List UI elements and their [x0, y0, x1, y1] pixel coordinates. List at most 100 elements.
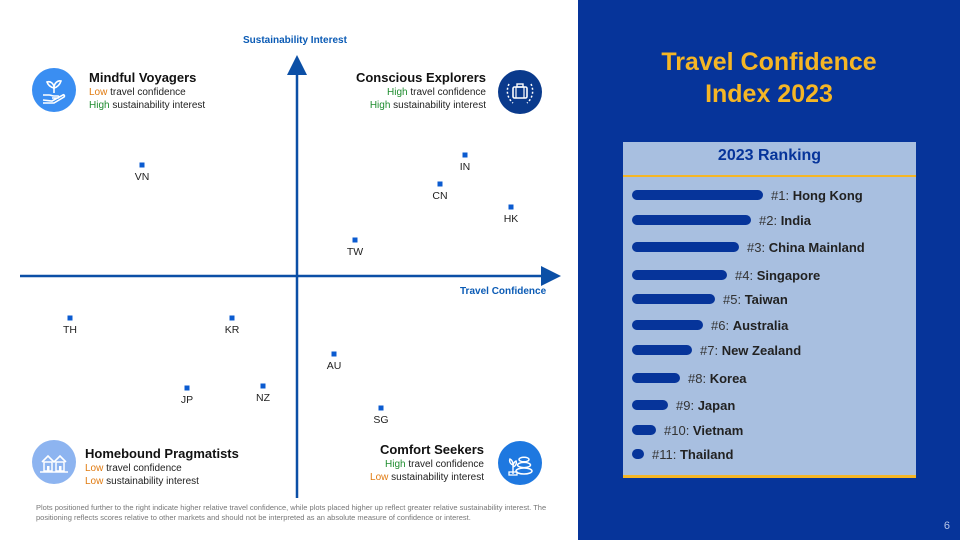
ranking-item: #5: Taiwan — [632, 292, 788, 307]
level-text: Low — [89, 87, 108, 98]
ranking-bar — [632, 425, 656, 435]
ranking-bar — [632, 373, 680, 383]
ranking-item: #10: Vietnam — [632, 422, 744, 438]
ranking-text: #7: New Zealand — [700, 343, 801, 358]
ranking-item: #2: India — [632, 213, 811, 228]
ranking-text: #5: Taiwan — [723, 292, 788, 307]
level-desc: travel confidence — [103, 463, 182, 474]
level-text: High — [385, 459, 406, 470]
ranking-bar — [632, 400, 668, 410]
ranking-item: #3: China Mainland — [632, 239, 865, 255]
scatter-point-cn: CN — [432, 181, 448, 202]
x-axis-label: Travel Confidence — [460, 286, 547, 297]
scatter-point-kr: KR — [225, 315, 240, 336]
scatter-point-th: TH — [63, 315, 77, 336]
scatter-point-tw: TW — [347, 237, 363, 258]
ranking-divider — [623, 175, 916, 177]
title-line-2: Index 2023 — [705, 80, 833, 108]
ranking-side-panel: Travel Confidence Index 2023 2023 Rankin… — [578, 0, 960, 540]
ranking-market: Vietnam — [692, 422, 744, 438]
ranking-text: #4: Singapore — [735, 268, 820, 283]
point-marker — [331, 351, 337, 357]
ranking-number: #11: — [652, 446, 680, 462]
ranking-number: #10: — [664, 422, 693, 438]
level-desc: sustainability interest — [109, 100, 206, 111]
ranking-bar — [632, 270, 727, 280]
quadrant-chart-area: VN IN CN HK TW TH KR AU JP NZ SG Sustainability In… — [20, 35, 561, 522]
level-text: High — [387, 87, 408, 98]
point-label: VN — [135, 171, 150, 183]
level-desc: travel confidence — [407, 87, 486, 98]
ranking-item: #9: Japan — [632, 398, 735, 413]
level-desc: sustainability interest — [388, 472, 484, 483]
point-label: NZ — [256, 392, 271, 404]
scatter-point-au: AU — [327, 351, 342, 372]
point-marker — [139, 162, 145, 168]
point-label: HK — [504, 213, 519, 225]
spa-stones-icon — [498, 441, 542, 485]
scatter-point-vn: VN — [135, 162, 150, 183]
ranking-number: #3: — [747, 239, 769, 255]
point-marker — [462, 152, 468, 158]
ranking-bar — [632, 190, 763, 200]
point-label: SG — [373, 414, 388, 426]
point-label: IN — [460, 161, 471, 173]
ranking-number: #9: — [676, 397, 698, 413]
quadrant-line-confidence: Low travel confidence — [89, 86, 205, 99]
page-number: 6 — [943, 520, 950, 532]
ranking-panel: 2023 Ranking #1: Hong Kong #2: India #3: C… — [623, 142, 916, 478]
ranking-number: #7: — [700, 342, 722, 358]
point-marker — [437, 181, 443, 187]
scatter-point-hk: HK — [504, 204, 519, 225]
point-label: TH — [63, 324, 77, 336]
ranking-item: #4: Singapore — [632, 268, 820, 283]
ranking-number: #8: — [688, 370, 710, 386]
quadrant-name: Conscious Explorers — [355, 70, 486, 85]
quadrant-conscious-explorers: Conscious Explorers High travel confiden… — [356, 70, 486, 112]
ranking-number: #1: — [771, 187, 793, 203]
quadrant-mindful-voyagers: Mindful Voyagers Low travel confidence H… — [89, 70, 205, 112]
ranking-market: Singapore — [756, 267, 821, 283]
point-marker — [229, 315, 235, 321]
quadrant-homebound-pragmatists: Homebound Pragmatists Low travel confide… — [85, 446, 239, 488]
level-desc: sustainability interest — [390, 100, 486, 111]
y-axis-label: Sustainability Interest — [243, 35, 347, 46]
ranking-bar — [632, 242, 739, 252]
quadrant-line-sustainability: High sustainability interest — [89, 99, 205, 112]
ranking-item: #8: Korea — [632, 371, 747, 386]
point-label: KR — [225, 324, 240, 336]
footnote: Plots positioned further to the right in… — [36, 503, 547, 522]
ranking-market: Thailand — [679, 446, 734, 462]
level-text: Low — [85, 463, 104, 474]
ranking-bar — [632, 215, 751, 225]
hand-plant-icon — [32, 68, 76, 112]
ranking-market: Japan — [697, 397, 736, 413]
quadrant-line-sustainability: High sustainability interest — [356, 99, 486, 112]
ranking-text: #8: Korea — [688, 371, 747, 386]
quadrant-line-sustainability: Low sustainability interest — [370, 471, 484, 484]
quadrant-name: Comfort Seekers — [379, 442, 484, 457]
quadrant-line-sustainability: Low sustainability interest — [85, 475, 239, 488]
point-label: JP — [181, 394, 193, 406]
ranking-bar — [632, 449, 644, 459]
ranking-text: #1: Hong Kong — [771, 188, 863, 203]
quadrant-comfort-seekers: Comfort Seekers High travel confidence L… — [370, 442, 484, 484]
level-text: High — [369, 100, 391, 111]
ranking-text: #2: India — [759, 213, 811, 228]
scatter-point-sg: SG — [373, 405, 389, 426]
ranking-item: #7: New Zealand — [632, 343, 801, 358]
quadrant-line-confidence: High travel confidence — [370, 458, 484, 471]
quadrant-line-confidence: Low travel confidence — [85, 462, 239, 475]
ranking-text: #6: Australia — [711, 318, 788, 333]
point-label: AU — [327, 360, 342, 372]
ranking-number: #5: — [723, 291, 745, 307]
houses-icon — [32, 440, 76, 484]
quadrant-name: Mindful Voyagers — [89, 70, 197, 85]
ranking-text: #9: Japan — [676, 398, 735, 413]
ranking-market: Taiwan — [744, 291, 788, 307]
point-label: TW — [347, 246, 363, 258]
level-desc: sustainability interest — [103, 476, 199, 487]
point-marker — [260, 383, 266, 389]
scatter-plot: VN IN CN HK TW TH KR AU JP NZ SG — [20, 55, 561, 498]
ranking-bar — [632, 320, 703, 330]
